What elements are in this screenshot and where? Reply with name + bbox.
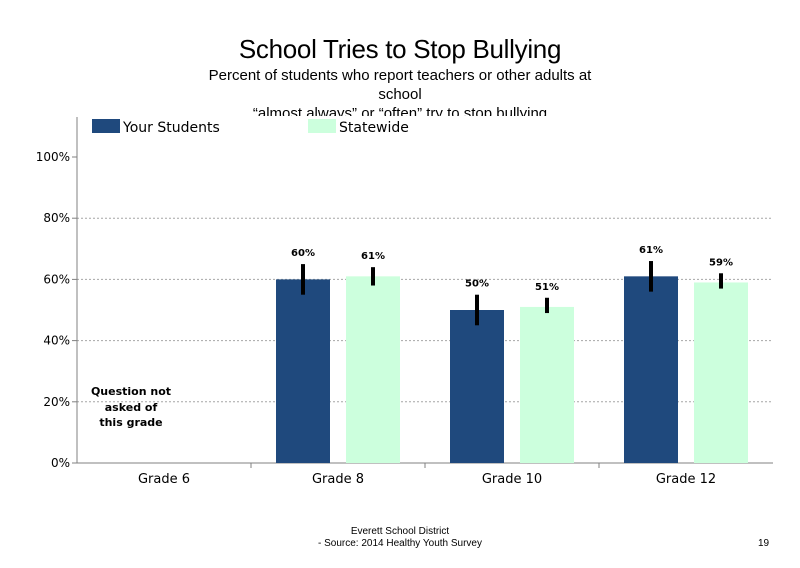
legend-swatch xyxy=(92,119,120,133)
bars xyxy=(276,276,748,463)
data-label: 51% xyxy=(535,282,559,293)
footer-district: Everett School District xyxy=(350,526,450,537)
bar xyxy=(276,279,330,463)
bar xyxy=(624,276,678,463)
data-label: 61% xyxy=(361,251,385,262)
y-tick-label: 80% xyxy=(43,211,70,225)
bar xyxy=(520,306,574,463)
category-label: Grade 6 xyxy=(138,472,190,487)
bar xyxy=(450,310,504,463)
page-number: 19 xyxy=(758,538,770,549)
error-bars xyxy=(301,261,723,326)
category-label: Grade 10 xyxy=(482,472,542,487)
data-label: 59% xyxy=(709,257,733,268)
chart-subtitle: Percent of students who report teachers … xyxy=(180,66,620,116)
data-label: 50% xyxy=(465,279,489,290)
labels: 0% 20% 40% 60% 80% 100% Grade 6 Grade 8 60% 61% Gr… xyxy=(36,150,733,487)
bar xyxy=(694,282,748,463)
subtitle-line: “almost always” or “often” try to stop b… xyxy=(252,105,548,116)
y-tick-label: 100% xyxy=(36,150,70,164)
chart-title: School Tries to Stop Bullying xyxy=(238,34,562,64)
bar xyxy=(346,276,400,463)
legend: Your Students Statewide xyxy=(92,119,409,136)
y-tick-label: 40% xyxy=(43,334,70,348)
not-asked-note-line: Question not xyxy=(91,385,171,398)
not-asked-note-line: asked of xyxy=(105,401,158,414)
data-label: 61% xyxy=(639,245,663,256)
footer: Everett School District - Source: 2014 H… xyxy=(0,526,800,550)
y-tick-label: 0% xyxy=(51,456,70,470)
y-tick-label: 20% xyxy=(43,395,70,409)
not-asked-note-line: this grade xyxy=(99,416,162,429)
subtitle-line: school xyxy=(378,86,422,103)
subtitle-line: Percent of students who report teachers … xyxy=(208,67,592,84)
legend-label: Statewide xyxy=(339,120,409,136)
category-label: Grade 8 xyxy=(312,472,364,487)
legend-label: Your Students xyxy=(122,120,220,136)
data-label: 60% xyxy=(291,248,315,259)
category-label: Grade 12 xyxy=(656,472,716,487)
legend-swatch xyxy=(308,119,336,133)
y-tick-label: 60% xyxy=(43,272,70,286)
footer-source: - Source: 2014 Healthy Youth Survey xyxy=(318,538,482,549)
